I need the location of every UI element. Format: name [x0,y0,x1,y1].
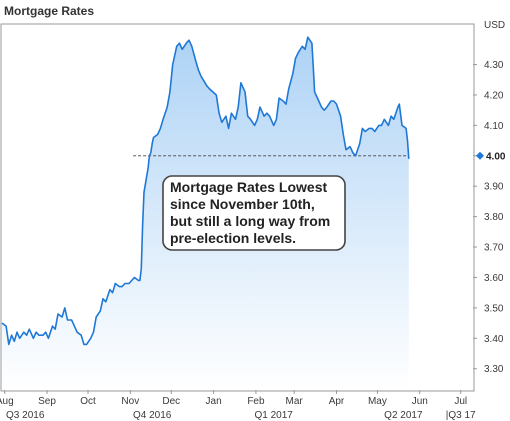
last-value-marker-group: 4.00 [476,151,506,162]
x-tick-label: Feb [247,396,265,407]
series-line-group [1,36,410,346]
x-tick-label: Nov [121,396,139,407]
annotation-box [162,175,346,251]
y-tick-label: 4.20 [484,90,504,101]
chart-title: Mortgage Rates [4,4,94,18]
annotation-line-1: Mortgage Rates Lowest [170,179,327,195]
x-tick-label: Jun [412,396,428,407]
last-value-label: 4.00 [486,151,506,162]
series-line [1,36,410,346]
x-quarter-label: Q1 2017 [254,410,293,421]
y-tick-label: 3.30 [484,364,504,375]
x-tick-label: Dec [162,396,180,407]
annotation-line-4: pre-election levels. [170,230,296,246]
x-tick-label: Sep [38,396,56,407]
x-quarter-label: Q3 2016 [6,410,45,421]
y-tick-label: 4.30 [484,60,504,71]
y-tick-label: 3.90 [484,182,504,193]
y-tick-label: 4.10 [484,121,504,132]
y-axis-ticks: 4.30 4.20 4.10 3.90 3.80 3.70 3.60 3.50 3.40 3.30 [473,60,504,375]
annotation-line-3: but still a long way from [170,213,330,229]
y-tick-label: 3.50 [484,303,504,314]
x-tick-label: Apr [329,396,345,407]
x-tick-label: Mar [286,396,304,407]
x-quarter-label: |Q3 17 [446,410,476,421]
x-axis-month-ticks: Aug Sep Oct Nov Dec Jan Feb Mar Apr May Jun Jul [0,390,467,407]
y-tick-label: 3.40 [484,334,504,345]
x-tick-label: Oct [80,396,96,407]
x-quarter-label: Q4 2016 [133,410,172,421]
annotation-line-2: since November 10th, [170,196,315,212]
plot-frame [0,23,475,392]
x-tick-label: Jan [206,396,222,407]
x-quarter-label: Q2 2017 [384,410,423,421]
y-tick-label: 3.70 [484,243,504,254]
annotation-callout: Mortgage Rates Lowest since November 10t… [162,175,346,251]
y-axis-unit: USD [484,20,505,31]
last-value-marker [476,151,484,160]
y-tick-label: 3.60 [484,273,504,284]
x-tick-label: Aug [0,396,14,407]
x-axis-quarter-ticks: Q3 2016 Q4 2016 Q1 2017 Q2 2017 |Q3 17 [6,410,476,421]
x-tick-label: May [368,396,387,407]
x-tick-label: Jul [454,396,467,407]
y-tick-label: 3.80 [484,212,504,223]
